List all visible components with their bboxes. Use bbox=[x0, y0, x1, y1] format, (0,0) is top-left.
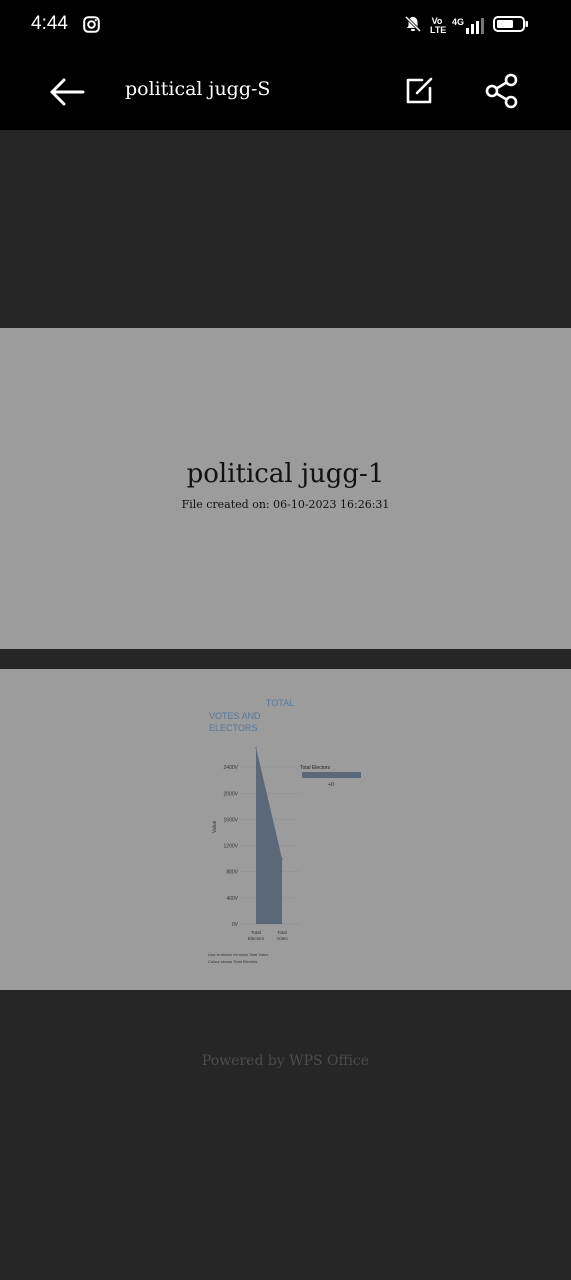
chart-subtitle-line-1: VOTES AND bbox=[209, 711, 261, 721]
chart-area bbox=[255, 746, 283, 924]
y-axis-label: Value bbox=[212, 820, 218, 833]
chart-title: TOTAL bbox=[266, 698, 294, 708]
y-tick-label: 0V bbox=[232, 922, 239, 928]
document-title: political jugg-S bbox=[125, 78, 271, 100]
area-point bbox=[281, 857, 283, 860]
x-tick-label: Total bbox=[251, 930, 261, 935]
y-tick-label: 1600V bbox=[224, 817, 239, 823]
document-page-2[interactable]: TOTAL VOTES AND ELECTORS Value 0V 400V 800… bbox=[0, 669, 571, 990]
y-tick-label: 2000V bbox=[224, 791, 239, 797]
status-icons: Vo LTE 4G bbox=[404, 13, 529, 39]
page-title: political jugg-1 bbox=[186, 459, 385, 489]
edit-icon[interactable] bbox=[402, 74, 436, 108]
status-time: 4:44 bbox=[31, 13, 68, 34]
battery-icon bbox=[493, 15, 529, 37]
x-tick-label: Votes bbox=[276, 936, 288, 941]
x-tick-label: Electors bbox=[248, 936, 265, 941]
share-icon[interactable] bbox=[484, 72, 520, 110]
network-type: 4G bbox=[451, 17, 464, 27]
file-created-text: File created on: 06-10-2023 16:26:31 bbox=[181, 498, 390, 511]
y-tick-label: 2400V bbox=[224, 765, 239, 771]
area-point bbox=[255, 746, 257, 749]
status-bar: 4:44 Vo LTE 4G bbox=[0, 0, 571, 52]
y-tick-label: 1200V bbox=[224, 844, 239, 850]
chart-footnote-1: Line is shown for each Total Votes bbox=[208, 952, 268, 957]
area-series bbox=[256, 747, 282, 924]
powered-by-text: Powered by WPS Office bbox=[201, 1053, 370, 1069]
x-tick-label: Total bbox=[277, 930, 287, 935]
y-axis-ticks: 0V 400V 800V 1200V 1600V 2000V 2400V bbox=[224, 765, 239, 928]
legend-title: Total Electors bbox=[300, 765, 331, 771]
y-tick-label: 400V bbox=[226, 896, 238, 902]
app-bar: political jugg-S bbox=[0, 52, 571, 130]
signal-icon: 4G bbox=[452, 17, 485, 35]
network-label: Vo LTE bbox=[429, 16, 447, 35]
chart-subtitle-line-2: ELECTORS bbox=[209, 723, 257, 733]
y-tick-label: 800V bbox=[226, 870, 238, 876]
legend-value: +0 bbox=[328, 782, 334, 788]
legend-color-bar bbox=[302, 772, 361, 778]
bell-off-icon bbox=[404, 15, 422, 37]
chart: TOTAL VOTES AND ELECTORS Value 0V 400V 800… bbox=[208, 698, 361, 964]
chart-footnote-2: Colour shows Total Electors bbox=[208, 959, 257, 964]
document-page-1[interactable]: political jugg-1 File created on: 06-10-… bbox=[0, 328, 571, 649]
back-arrow-icon[interactable] bbox=[48, 74, 88, 110]
instagram-icon bbox=[83, 16, 100, 37]
